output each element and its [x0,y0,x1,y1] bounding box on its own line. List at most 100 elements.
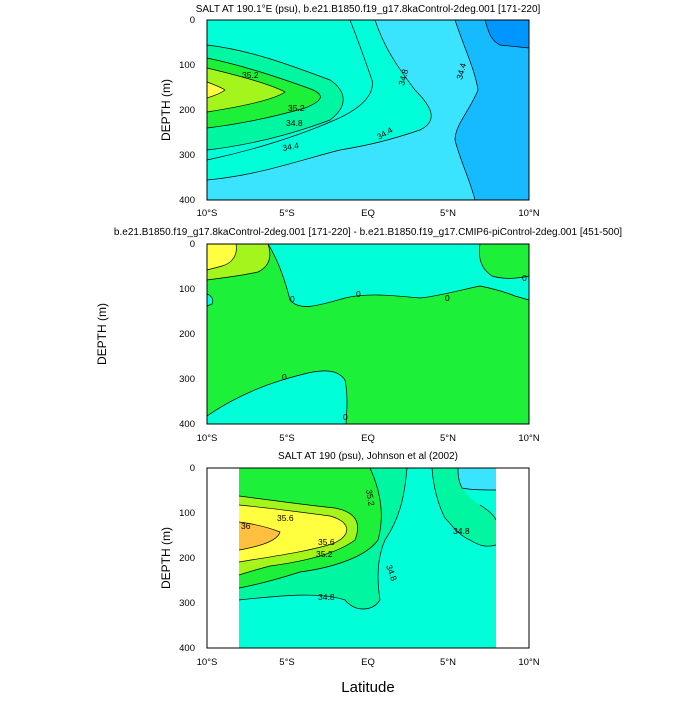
bottom-yticks: 0 100 200 300 400 [179,463,195,654]
top-fill-light-blue [207,20,529,200]
top-xticks: 10°S 5°S EQ 5°N 10°N [197,208,540,219]
top-contour-line-7 [484,20,529,49]
top-ytick-200: 200 [179,105,195,116]
top-contour-line-3 [207,67,286,113]
middle-plot: 0 0 0 0 0 0 [206,243,530,425]
top-clabel-2: 34.8 [396,68,410,87]
bottom-xticks: 10°S 5°S EQ 5°N 10°N [197,657,540,668]
top-contour-line-6 [454,20,479,200]
bottom-fill-yellow [239,505,347,562]
top-ylabel: DEPTH (m) [159,79,173,141]
top-xtick-eq: EQ [361,208,375,219]
top-ytick-300: 300 [179,150,195,161]
bottom-ytick-100: 100 [179,508,195,519]
bottom-contour-line-5 [239,521,281,551]
middle-title: b.e21.B1850.f19_g17.8kaControl-2deg.001 … [114,227,622,238]
bottom-ytick-200: 200 [179,553,195,564]
top-clabel-5: 34.8 [286,118,303,128]
top-fill-mid-blue [455,20,529,200]
bottom-xtick-eq: EQ [361,657,375,668]
bottom-clabel-2: 35.6 [277,513,294,523]
top-clabel-7: 34.4 [282,140,300,153]
bottom-ytick-0: 0 [190,463,195,474]
top-xtick-10n: 10°N [518,208,539,219]
middle-xtick-5s: 5°S [279,433,294,444]
top-ytick-400: 400 [179,195,195,206]
middle-contour-line-4 [207,293,214,307]
bottom-clabel-5: 35.2 [316,549,333,559]
middle-ytick-100: 100 [179,284,195,295]
middle-plot-frame [206,243,530,425]
middle-yticks: 0 100 200 300 400 [179,239,195,430]
bottom-ytick-400: 400 [179,643,195,654]
top-fill-yellow [207,82,225,98]
bottom-plot: 35.2 35.6 36 35.6 35.2 34.8 34.8 34.8 [206,467,530,649]
bottom-contour-line-6 [457,468,496,491]
top-ytick-100: 100 [179,60,195,71]
bottom-plot-frame [206,467,530,649]
bottom-fill-orange [239,522,280,550]
bottom-ylabel: DEPTH (m) [159,527,173,589]
top-contour-line-4 [207,81,226,99]
bottom-xlabel: Latitude [341,679,394,696]
top-contour-line-2 [207,57,321,129]
bottom-clabel-4: 35.6 [318,537,335,547]
middle-xtick-10s: 10°S [197,433,218,444]
top-xtick-5s: 5°S [279,208,294,219]
middle-xtick-eq: EQ [361,433,375,444]
middle-ytick-200: 200 [179,329,195,340]
top-fill-lime [207,68,285,112]
top-title: SALT AT 190.1°E (psu), b.e21.B1850.f19_g… [196,4,541,15]
middle-xtick-10n: 10°N [518,433,539,444]
bottom-contour-line-8 [479,504,496,521]
middle-contour-labels: 0 0 0 0 0 0 [282,273,527,422]
bottom-clabel-3: 36 [241,521,251,531]
top-plot: 35.2 34.8 34.4 35.2 34.8 34.4 34.4 [206,19,530,201]
bottom-clabel-1: 35.2 [364,489,377,507]
middle-fill-aqua-top [268,244,529,307]
bottom-xtick-5n: 5°N [440,657,456,668]
bottom-clabel-6: 34.8 [453,526,470,536]
middle-xtick-5n: 5°N [440,433,456,444]
middle-ylabel: DEPTH (m) [95,303,109,365]
bottom-title: SALT AT 190 (psu), Johnson et al (2002) [278,451,458,462]
top-clabel-1: 35.2 [242,70,259,80]
middle-clabel-1: 0 [290,294,295,304]
middle-clabel-6: 0 [343,412,348,422]
top-plot-frame [206,19,530,201]
bottom-xtick-5s: 5°S [279,657,294,668]
top-ytick-0: 0 [190,15,195,26]
middle-contour-line-1 [267,244,529,307]
middle-ytick-300: 300 [179,374,195,385]
top-xtick-5n: 5°N [440,208,456,219]
bottom-clabel-8: 34.8 [318,592,335,602]
bottom-contour-line-3 [239,495,358,576]
top-clabel-4: 35.2 [288,103,305,113]
bottom-contour-line-7 [431,468,496,547]
bottom-fill-right-green [432,468,496,547]
bottom-fill-cyan-top [458,468,496,490]
middle-ytick-400: 400 [179,419,195,430]
middle-contour-line-5 [207,244,271,281]
top-contour-line-8 [207,20,373,161]
bottom-xtick-10n: 10°N [518,657,539,668]
top-xtick-10s: 10°S [197,208,218,219]
middle-fill-aqua-bottom [207,370,347,424]
top-yticks: 0 100 200 300 400 [179,15,195,206]
bottom-xtick-10s: 10°S [197,657,218,668]
middle-clabel-2: 0 [356,289,361,299]
top-contour-line-1 [207,44,344,151]
middle-fill-aqua-left [207,294,213,306]
bottom-contour-line-2 [239,468,382,589]
top-clabel-3: 34.4 [454,62,468,81]
middle-contour-line-2 [478,244,529,279]
middle-clabel-5: 0 [282,372,287,382]
middle-fill-green-patch [479,244,529,279]
top-contour-labels: 35.2 34.8 34.4 35.2 34.8 34.4 34.4 [242,62,468,153]
middle-contour-line-6 [207,244,237,271]
middle-fill-yellow [207,244,237,270]
middle-clabel-3: 0 [445,293,450,303]
top-contour-line-5 [207,20,432,181]
